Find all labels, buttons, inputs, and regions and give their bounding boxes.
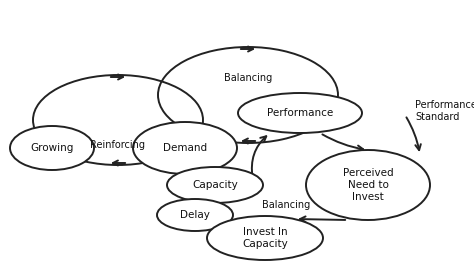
Text: Capacity: Capacity [192, 180, 238, 190]
Text: Balancing: Balancing [262, 200, 310, 210]
Text: Invest In
Capacity: Invest In Capacity [242, 227, 288, 249]
Ellipse shape [157, 199, 233, 231]
Text: Delay: Delay [180, 210, 210, 220]
Ellipse shape [167, 167, 263, 203]
Ellipse shape [133, 122, 237, 174]
Text: Perceived
Need to
Invest: Perceived Need to Invest [343, 168, 393, 202]
Text: Demand: Demand [163, 143, 207, 153]
Text: Balancing: Balancing [224, 73, 272, 83]
Ellipse shape [238, 93, 362, 133]
Text: Performance
Standard: Performance Standard [415, 100, 474, 122]
Text: Growing: Growing [30, 143, 73, 153]
Text: Reinforcing: Reinforcing [91, 140, 146, 150]
Ellipse shape [306, 150, 430, 220]
Ellipse shape [10, 126, 94, 170]
Text: Performance: Performance [267, 108, 333, 118]
Ellipse shape [207, 216, 323, 260]
